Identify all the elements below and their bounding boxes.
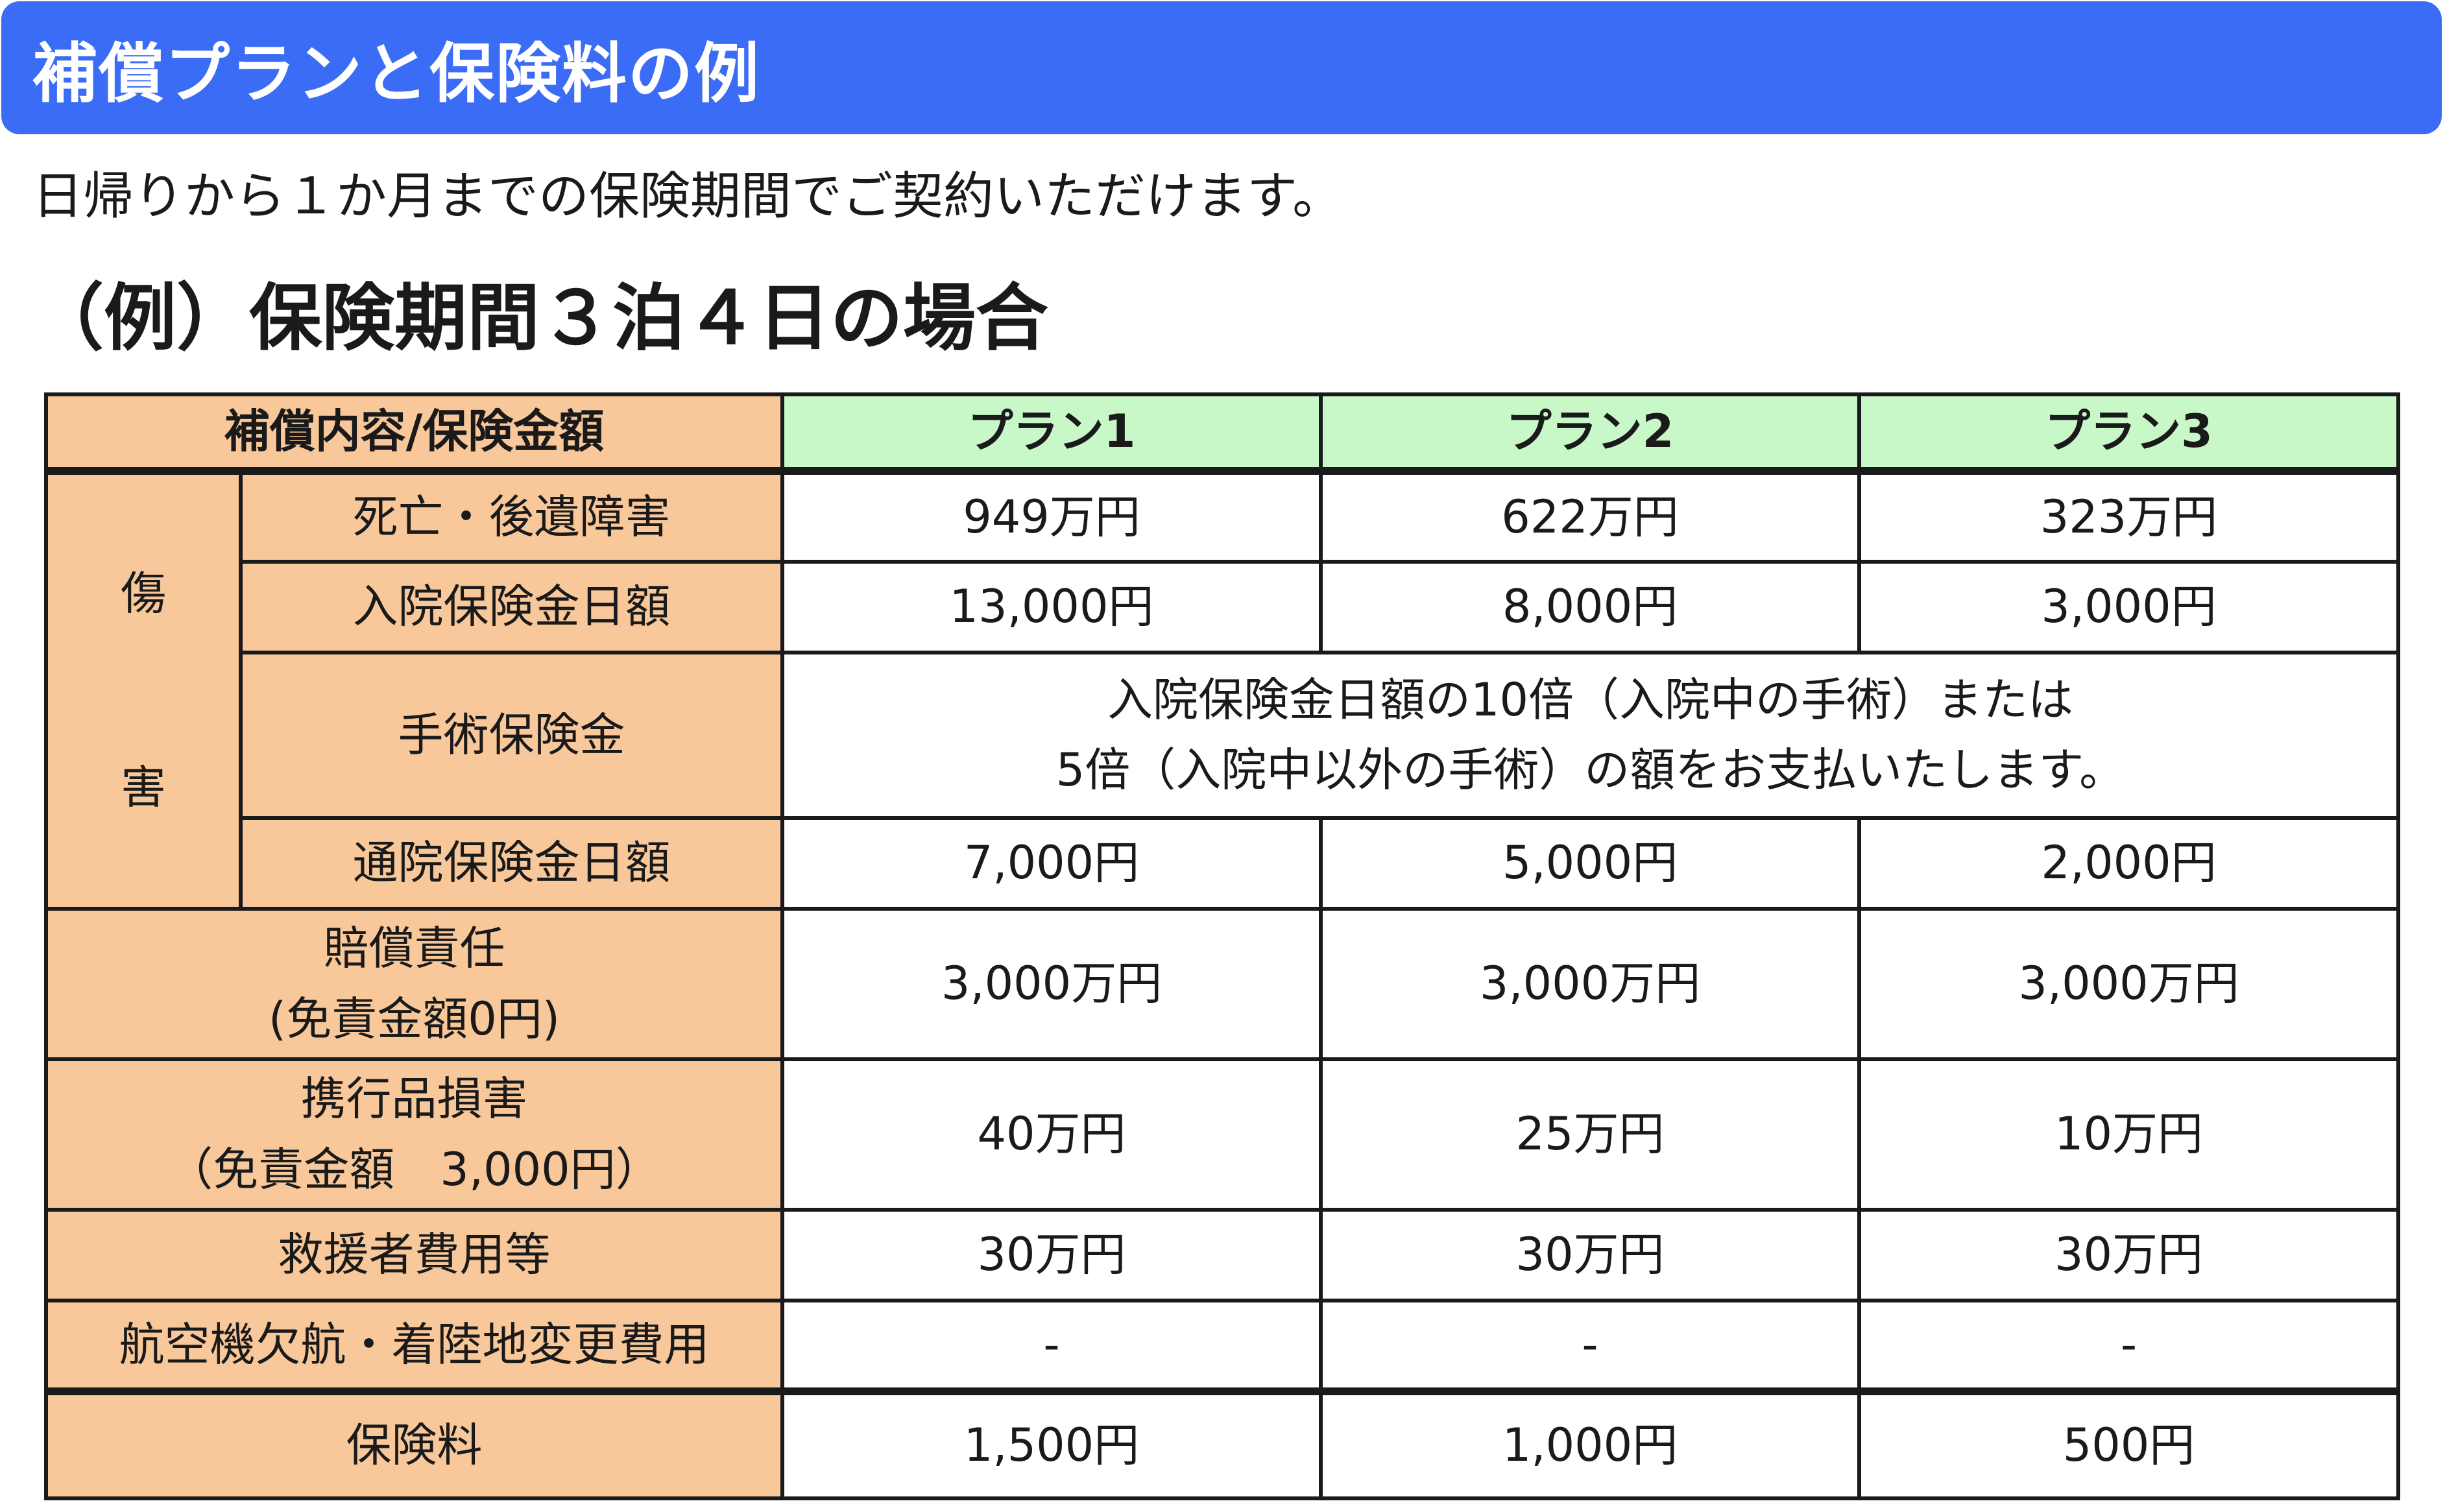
belongings-label-line-2: （免責金額 3,000円） xyxy=(167,1142,661,1196)
example-heading: （例）保険期間３泊４日の場合 xyxy=(31,276,1048,361)
liability-label-line-1: 賠償責任 xyxy=(323,922,505,975)
belongings-plan-3: 10万円 xyxy=(1857,1057,2401,1212)
table-row-flight: 航空機欠航・着陸地変更費用 - - - xyxy=(43,1298,2401,1393)
row-label-surgery: 手術保険金 xyxy=(238,650,785,820)
table-header-row: 補償内容/保険金額 プラン1 プラン2 プラン3 xyxy=(43,392,2401,475)
rescue-plan-2: 30万円 xyxy=(1319,1207,1862,1302)
table-row-premium: 保険料 1,500円 1,000円 500円 xyxy=(43,1387,2401,1500)
death-plan-3: 323万円 xyxy=(1857,468,2401,564)
death-plan-1: 949万円 xyxy=(780,468,1323,564)
surgery-note: 入院保険金日額の10倍（入院中の手術）または 5倍（入院中以外の手術）の額をお支… xyxy=(780,650,2401,820)
row-label-hospital: 入院保険金日額 xyxy=(238,559,785,654)
injury-char-2: 害 xyxy=(121,760,166,814)
death-plan-2: 622万円 xyxy=(1319,468,1862,564)
page-banner: 補償プランと保険料の例 xyxy=(1,1,2442,134)
belongings-label-line-1: 携行品損害 xyxy=(300,1072,528,1125)
premium-plan-1: 1,500円 xyxy=(780,1387,1323,1500)
table-row-outpatient: 通院保険金日額 7,000円 5,000円 2,000円 xyxy=(46,815,2401,911)
liability-plan-1: 3,000万円 xyxy=(780,906,1323,1061)
row-label-rescue: 救援者費用等 xyxy=(43,1207,785,1302)
belongings-plan-1: 40万円 xyxy=(780,1057,1323,1212)
flight-plan-1: - xyxy=(780,1298,1323,1393)
table-row-death: 傷 害 死亡・後遺障害 949万円 622万円 323万円 xyxy=(44,468,2401,911)
liability-plan-2: 3,000万円 xyxy=(1319,906,1862,1061)
header-label: 補償内容/保険金額 xyxy=(43,392,785,475)
surgery-note-line-1: 入院保険金日額の10倍（入院中の手術）または xyxy=(1107,673,2074,726)
table-row-surgery: 手術保険金 入院保険金日額の10倍（入院中の手術）または 5倍（入院中以外の手術… xyxy=(46,650,2401,820)
premium-plan-3: 500円 xyxy=(1857,1387,2401,1500)
belongings-plan-2: 25万円 xyxy=(1319,1057,1862,1212)
header-plan-1: プラン1 xyxy=(780,392,1323,475)
flight-plan-2: - xyxy=(1319,1298,1862,1393)
table-row-rescue: 救援者費用等 30万円 30万円 30万円 xyxy=(43,1207,2401,1302)
outpatient-plan-3: 2,000円 xyxy=(1857,815,2401,911)
row-label-belongings: 携行品損害 （免責金額 3,000円） xyxy=(43,1057,785,1212)
table-row-hospital: 入院保険金日額 13,000円 8,000円 3,000円 xyxy=(46,559,2401,654)
row-label-flight: 航空機欠航・着陸地変更費用 xyxy=(43,1298,785,1393)
table-row-belongings: 携行品損害 （免責金額 3,000円） 40万円 25万円 10万円 xyxy=(43,1057,2401,1212)
liability-label-line-2: (免責金額0円) xyxy=(268,992,560,1046)
liability-plan-3: 3,000万円 xyxy=(1857,906,2401,1061)
hospital-plan-2: 8,000円 xyxy=(1319,559,1862,654)
flight-plan-3: - xyxy=(1857,1298,2401,1393)
hospital-plan-1: 13,000円 xyxy=(780,559,1323,654)
row-label-liability: 賠償責任 (免責金額0円) xyxy=(43,906,785,1061)
rescue-plan-1: 30万円 xyxy=(780,1207,1323,1302)
banner-title: 補償プランと保険料の例 xyxy=(32,36,760,112)
row-label-outpatient: 通院保険金日額 xyxy=(238,815,785,911)
outpatient-plan-1: 7,000円 xyxy=(780,815,1323,911)
row-label-death: 死亡・後遺障害 xyxy=(238,468,785,564)
injury-char-1: 傷 xyxy=(121,567,166,620)
injury-group-label: 傷 害 xyxy=(44,468,243,911)
table-row-liability: 賠償責任 (免責金額0円) 3,000万円 3,000万円 3,000万円 xyxy=(43,906,2401,1061)
intro-text: 日帰りから１か月までの保険期間でご契約いただけます。 xyxy=(32,167,1343,226)
hospital-plan-3: 3,000円 xyxy=(1857,559,2401,654)
outpatient-plan-2: 5,000円 xyxy=(1319,815,1862,911)
header-plan-2: プラン2 xyxy=(1319,392,1862,475)
row-label-premium: 保険料 xyxy=(43,1387,785,1500)
premium-plan-2: 1,000円 xyxy=(1319,1387,1862,1500)
rescue-plan-3: 30万円 xyxy=(1857,1207,2401,1302)
plan-table: 補償内容/保険金額 プラン1 プラン2 プラン3 傷 害 死亡・後遺障害 949… xyxy=(43,392,2401,1500)
surgery-note-line-2: 5倍（入院中以外の手術）の額をお支払いたします。 xyxy=(1055,743,2125,797)
header-plan-3: プラン3 xyxy=(1857,392,2401,475)
